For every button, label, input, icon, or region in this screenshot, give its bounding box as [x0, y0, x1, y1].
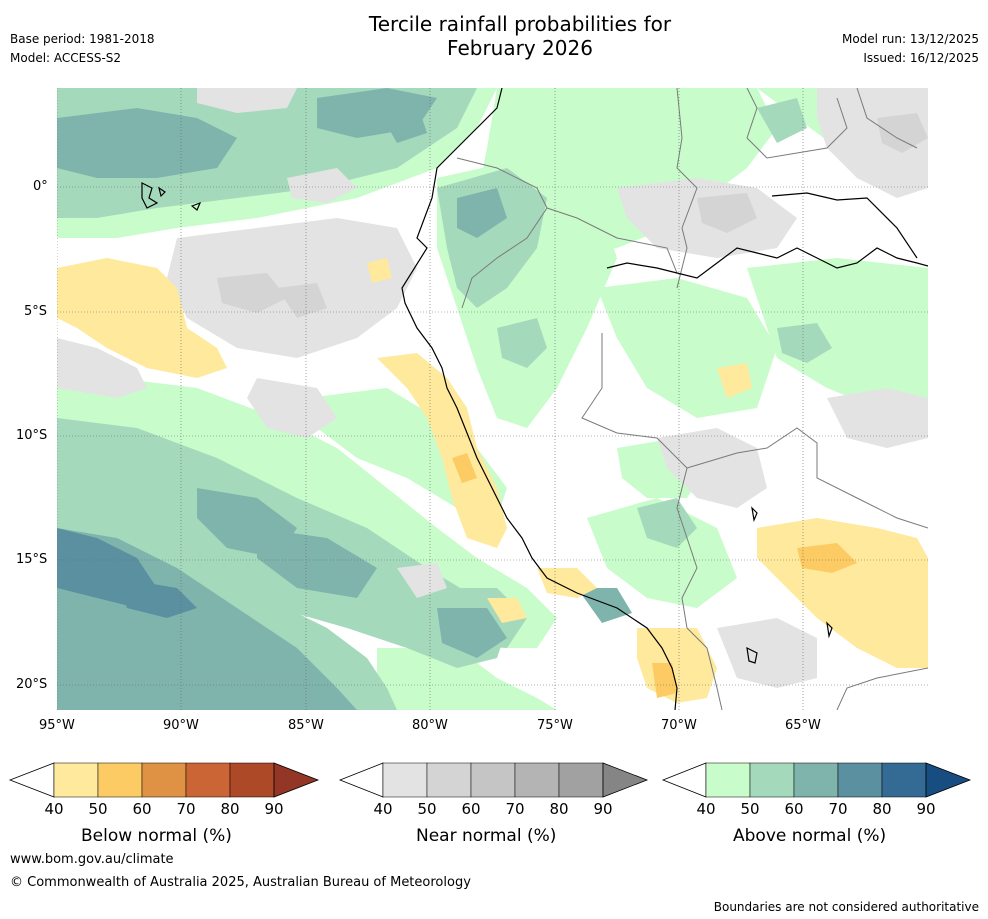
colorbar-segment — [53, 762, 99, 798]
colorbar-above-normal — [661, 762, 972, 798]
base-period: Base period: 1981-2018 — [10, 32, 155, 46]
lon-label-65w: 65°W — [785, 718, 821, 733]
colorbar-tick-label: 80 — [549, 800, 569, 818]
colorbar-extend-low — [8, 762, 55, 798]
boundaries-disclaimer: Boundaries are not considered authoritat… — [713, 900, 979, 914]
colorbars — [8, 762, 972, 798]
colorbar-extend-high — [273, 762, 320, 798]
colorbar-segment — [382, 762, 428, 798]
legend-label-above-normal: Above normal (%) — [733, 826, 887, 846]
legend-label-near-normal: Near normal (%) — [416, 826, 557, 846]
above-normal-80-region — [57, 528, 197, 618]
colorbar-tick-label: 60 — [132, 800, 152, 818]
lon-label-70w: 70°W — [661, 718, 697, 733]
colorbar-tick-label: 90 — [916, 800, 936, 818]
colorbar-tick-label: 60 — [784, 800, 804, 818]
title-line-2: February 2026 — [447, 36, 593, 60]
colorbar-tick-label: 70 — [176, 800, 196, 818]
colorbar-tick-label: 50 — [88, 800, 108, 818]
colorbar-extend-low — [661, 762, 707, 798]
lon-label-80w: 80°W — [412, 718, 448, 733]
colorbar-tick-label: 50 — [417, 800, 437, 818]
colorbar-segment — [749, 762, 795, 798]
coastline — [141, 88, 928, 710]
lon-label-90w: 90°W — [163, 718, 199, 733]
lon-label-85w: 85°W — [288, 718, 324, 733]
lat-label-5s: 5°S — [24, 304, 48, 319]
colorbar-tick-label: 80 — [220, 800, 240, 818]
probability-map — [57, 88, 928, 710]
lon-label-75w: 75°W — [537, 718, 573, 733]
legend-label-below-normal: Below normal (%) — [81, 826, 232, 846]
colorbar-tick-label: 70 — [828, 800, 848, 818]
colorbar-segment — [426, 762, 472, 798]
colorbar-tick-label: 80 — [872, 800, 892, 818]
colorbar-segment — [705, 762, 751, 798]
title-line-1: Tercile rainfall probabilities for — [368, 12, 672, 36]
model-run: Model run: 13/12/2025 — [841, 32, 979, 46]
colorbar-tick-label: 90 — [593, 800, 613, 818]
colorbar-tick-label: 40 — [696, 800, 716, 818]
colorbar-segment — [141, 762, 187, 798]
lat-label-20s: 20°S — [16, 677, 48, 692]
model-name: Model: ACCESS-S2 — [10, 51, 122, 65]
colorbar-tick-label: 50 — [740, 800, 760, 818]
colorbar-segment — [229, 762, 275, 798]
colorbar-segment — [837, 762, 883, 798]
colorbar-segment — [97, 762, 143, 798]
colorbar-near-normal — [338, 762, 649, 798]
colorbar-extend-high — [925, 762, 972, 798]
colorbar-extend-high — [602, 762, 649, 798]
graticule — [57, 88, 928, 710]
copyright-notice: © Commonwealth of Australia 2025, Austra… — [10, 875, 471, 890]
colorbar-segment — [185, 762, 231, 798]
colorbar-extend-low — [338, 762, 384, 798]
colorbar-tick-label: 70 — [505, 800, 525, 818]
issued-date: Issued: 16/12/2025 — [863, 51, 979, 65]
country-borders — [456, 88, 928, 710]
colorbar-segment — [881, 762, 927, 798]
colorbar-tick-label: 40 — [373, 800, 393, 818]
colorbar-tick-label: 90 — [264, 800, 284, 818]
website-url: www.bom.gov.au/climate — [10, 852, 174, 867]
lon-label-95w: 95°W — [39, 718, 75, 733]
lat-label-10s: 10°S — [16, 428, 48, 443]
lat-label-15s: 15°S — [16, 552, 48, 567]
map-title: Tercile rainfall probabilities for Febru… — [0, 12, 988, 60]
colorbar-segment — [470, 762, 516, 798]
colorbar-segment — [793, 762, 839, 798]
below-normal-60-region — [452, 453, 857, 698]
near-normal-60-region — [217, 113, 928, 318]
colorbar-tick-label: 40 — [44, 800, 64, 818]
colorbar-tick-label: 60 — [461, 800, 481, 818]
colorbar-below-normal — [8, 762, 320, 798]
lat-label-0: 0° — [33, 179, 48, 194]
colorbar-segment — [514, 762, 560, 798]
colorbar-segment — [558, 762, 604, 798]
